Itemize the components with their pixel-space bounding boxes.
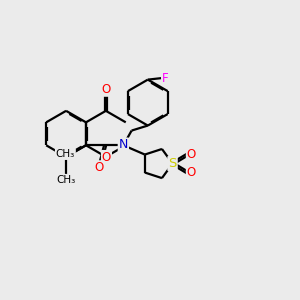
Text: O: O (94, 161, 104, 174)
Text: O: O (102, 151, 111, 164)
Text: N: N (119, 139, 128, 152)
Text: CH₃: CH₃ (56, 149, 75, 159)
Text: S: S (168, 157, 177, 170)
Text: CH₃: CH₃ (56, 175, 76, 185)
Text: O: O (187, 167, 196, 179)
Text: O: O (187, 148, 196, 160)
Text: O: O (101, 83, 110, 96)
Text: F: F (162, 72, 169, 85)
